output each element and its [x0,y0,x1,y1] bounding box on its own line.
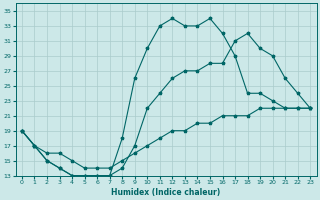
X-axis label: Humidex (Indice chaleur): Humidex (Indice chaleur) [111,188,221,197]
